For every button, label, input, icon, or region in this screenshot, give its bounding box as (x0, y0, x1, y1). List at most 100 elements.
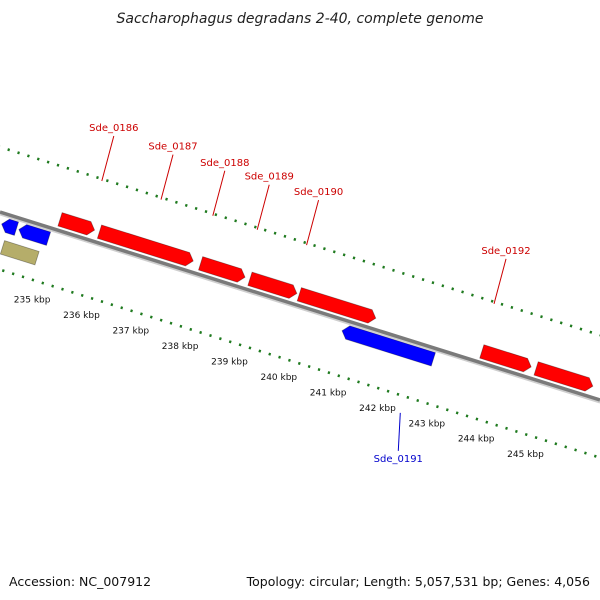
outer-tick-minor (530, 312, 534, 316)
inner-tick-minor (80, 293, 84, 297)
outer-tick-minor (520, 308, 524, 313)
outer-tick-minor (253, 225, 257, 229)
gene-arrow-0 (1, 218, 20, 236)
inner-tick-minor (278, 355, 282, 359)
outer-tick-minor (56, 163, 60, 167)
gene-label-sde_0190[interactable]: Sde_0190 (294, 187, 343, 198)
genome-summary-label: Topology: circular; Length: 5,057,531 bp… (246, 574, 590, 589)
gene-label-sde_0187[interactable]: Sde_0187 (148, 142, 197, 153)
gene-label-sde_0191[interactable]: Sde_0191 (374, 454, 423, 465)
inner-tick-minor (386, 389, 390, 393)
outer-tick-minor (165, 197, 168, 201)
gene-arrow-sde_0186 (57, 212, 96, 236)
inner-tick-minor (327, 371, 331, 375)
outer-tick-minor (234, 219, 238, 223)
page-title: Saccharophagus degradans 2-40, complete … (117, 11, 484, 27)
gene-label-sde_0186[interactable]: Sde_0186 (89, 123, 138, 134)
inner-tick-minor (317, 368, 321, 372)
outer-tick-minor (174, 200, 178, 204)
gene-leader-sde_0186 (101, 135, 115, 182)
inner-tick-minor (149, 315, 153, 319)
outer-tick-minor (392, 268, 395, 272)
inner-tick-minor (514, 429, 518, 434)
outer-tick-minor (579, 327, 583, 331)
gene-label-sde_0192[interactable]: Sde_0192 (481, 246, 530, 257)
outer-tick-minor (480, 296, 484, 300)
outer-tick-minor (155, 194, 159, 198)
inner-tick-minor (435, 405, 439, 409)
tick-label-239: 239 kbp (211, 357, 248, 367)
genome-backbone (0, 210, 600, 402)
inner-tick-minor (574, 448, 578, 452)
gene-label-sde_0189[interactable]: Sde_0189 (245, 172, 294, 183)
gene-leader-sde_0192 (493, 258, 507, 305)
inner-tick-minor (11, 272, 15, 276)
outer-tick-minor (362, 259, 366, 263)
inner-tick-minor (169, 321, 173, 325)
outer-tick-minor (490, 299, 494, 303)
outer-tick-minor (549, 318, 553, 322)
outer-tick-minor (342, 253, 346, 257)
inner-tick-minor (189, 327, 193, 331)
gene-arrow-group (0, 212, 594, 392)
outer-tick-minor (76, 169, 80, 173)
inner-tick-minor (90, 296, 94, 301)
outer-tick-minor (184, 203, 188, 207)
gene-leader-sde_0187 (160, 154, 174, 200)
inner-tick-minor (455, 411, 459, 415)
inner-tick-minor (110, 303, 114, 307)
gene-arrow-sde_0188 (198, 256, 246, 283)
gene-label-sde_0188[interactable]: Sde_0188 (200, 158, 249, 169)
outer-tick-minor (46, 160, 50, 164)
outer-tick-minor (322, 247, 326, 251)
inner-tick-track (1, 269, 597, 458)
inner-tick-minor (564, 445, 568, 449)
inner-tick-minor (584, 451, 587, 455)
outer-tick-minor (204, 210, 208, 214)
inner-tick-minor (228, 340, 232, 344)
inner-tick-minor (51, 284, 55, 288)
tick-label-245: 245 kbp (507, 450, 544, 460)
gene-leader-sde_0190 (306, 200, 320, 246)
outer-tick-minor (96, 176, 99, 180)
inner-tick-minor (179, 324, 183, 328)
inner-tick-minor (248, 346, 252, 350)
inner-tick-minor (505, 426, 508, 430)
tick-label-group: 235 kbp 236 kbp 237 kbp 238 kbp 239 kbp 240 k… (14, 296, 544, 461)
inner-tick-minor (307, 364, 311, 369)
inner-tick-minor (139, 312, 143, 316)
tick-label-242: 242 kbp (359, 404, 396, 414)
outer-tick-minor (135, 188, 139, 192)
inner-tick-minor (485, 420, 489, 424)
inner-tick-minor (31, 278, 35, 282)
outer-tick-minor (105, 179, 109, 183)
gene-arrow-sde_0191 (341, 325, 436, 367)
gene-leader-sde_0188 (212, 170, 226, 216)
outer-tick-minor (145, 191, 149, 195)
inner-tick-minor (287, 358, 291, 362)
inner-tick-minor (416, 398, 420, 403)
inner-tick-minor (357, 380, 360, 384)
inner-tick-minor (445, 408, 449, 412)
outer-tick-minor (372, 262, 376, 266)
outer-tick-minor (352, 256, 356, 260)
inner-tick-minor (238, 343, 242, 347)
tick-label-235: 235 kbp (14, 296, 51, 306)
inner-tick-minor (534, 436, 538, 440)
outer-tick-minor (7, 148, 11, 152)
inner-tick-minor (100, 300, 104, 304)
gene-arrow-1 (18, 224, 52, 246)
outer-tick-minor (86, 172, 90, 177)
inner-tick-minor (524, 432, 528, 437)
inner-tick-minor (426, 402, 430, 406)
inner-tick-minor (41, 281, 45, 285)
outer-tick-minor (283, 234, 287, 238)
tick-label-241: 241 kbp (310, 388, 347, 398)
inner-tick-minor (70, 290, 74, 294)
outer-tick-minor (461, 290, 464, 294)
outer-tick-minor (273, 231, 277, 235)
outer-tick-minor (224, 216, 228, 220)
gene-leader-sde_0191 (397, 412, 401, 451)
